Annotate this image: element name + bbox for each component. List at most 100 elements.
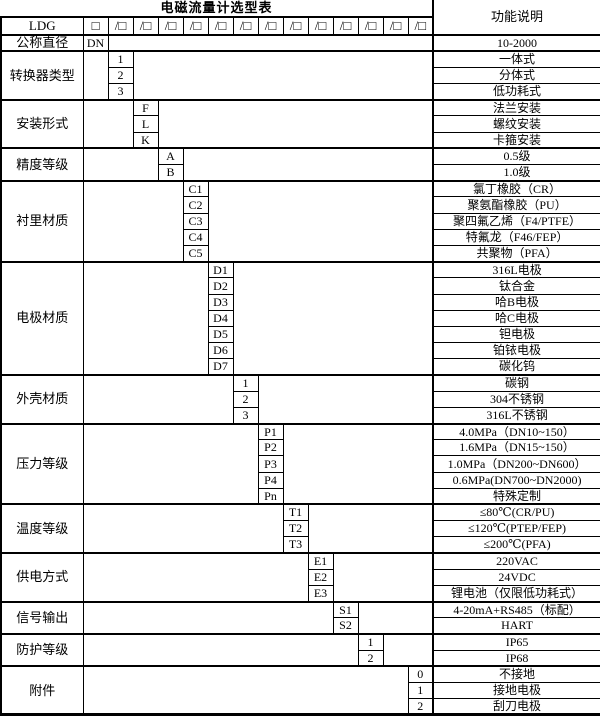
empty-cell xyxy=(82,98,134,149)
table-row: C4 特氟龙（F46/FEP） xyxy=(1,228,600,246)
table-row: 安装形式 F 法兰安装 xyxy=(0,98,600,149)
table-row: 衬里材质 C1 氯丁橡胶（CR） xyxy=(0,179,600,263)
table-row: 电极材质 D1 316L电极 xyxy=(0,260,600,376)
model-slot-cell: /□ xyxy=(357,16,384,36)
code-cell: 1 xyxy=(407,681,434,700)
table-row: 附件 0 不接地 xyxy=(0,665,600,716)
table-row: 外壳材质 1 碳钢 xyxy=(0,373,600,424)
desc-cell: 钽电极 xyxy=(432,325,600,344)
desc-header: 功能说明 xyxy=(432,0,600,36)
code-cell: A xyxy=(157,147,184,166)
code-cell: 1 xyxy=(357,632,384,651)
code-cell: L xyxy=(132,115,159,133)
table-row: C5 共聚物（PFA） xyxy=(1,244,600,263)
model-slot-cell: /□ xyxy=(207,16,234,36)
code-cell: E2 xyxy=(307,568,334,586)
group-label-cell: 精度等级 xyxy=(0,147,84,182)
code-cell: D6 xyxy=(207,342,234,360)
desc-cell: 4.0MPa（DN10~150） xyxy=(432,422,600,441)
desc-cell: 0.6MPa(DN700~DN2000) xyxy=(432,471,600,489)
desc-cell: 卡箍安装 xyxy=(432,131,600,149)
desc-cell: 4-20mA+RS485（标配） xyxy=(432,600,600,619)
code-cell: 2 xyxy=(107,66,134,85)
desc-cell: 碳化钨 xyxy=(432,358,600,376)
desc-cell: 10-2000 xyxy=(432,33,600,52)
model-slot-cell: /□ xyxy=(257,16,284,36)
title-row: 电磁流量计选型表 功能说明 xyxy=(1,0,600,36)
empty-cell xyxy=(257,373,434,424)
code-cell: DN xyxy=(82,33,109,52)
desc-cell: 0.5级 xyxy=(432,147,600,166)
empty-cell xyxy=(82,147,159,182)
model-slot-cell: /□ xyxy=(132,16,159,36)
code-cell: 0 xyxy=(407,665,434,684)
group-label-cell: 公称直径 xyxy=(0,33,84,52)
desc-cell: 1.0级 xyxy=(432,163,600,182)
model-box-cell: □ xyxy=(82,16,109,36)
desc-cell: IP68 xyxy=(432,649,600,667)
group-label-cell: 安装形式 xyxy=(0,98,84,149)
empty-cell xyxy=(282,422,434,505)
desc-cell: ≤80℃(CR/PU) xyxy=(432,503,600,522)
table-row: 温度等级 T1 ≤80℃(CR/PU) xyxy=(0,503,600,554)
desc-cell: 1.6MPa（DN15~150） xyxy=(432,439,600,457)
empty-cell xyxy=(157,98,434,149)
group-label-cell: 防护等级 xyxy=(0,632,84,667)
code-cell: 1 xyxy=(232,373,259,392)
code-cell: 2 xyxy=(357,649,384,667)
code-cell: S2 xyxy=(332,617,359,635)
code-cell: 3 xyxy=(107,83,134,101)
desc-cell: 316L不锈钢 xyxy=(432,406,600,425)
code-cell: P2 xyxy=(257,439,284,457)
table-row: K 卡箍安装 xyxy=(1,131,600,149)
code-cell: D3 xyxy=(207,293,234,311)
code-cell: F xyxy=(132,98,159,117)
desc-cell: 氯丁橡胶（CR） xyxy=(432,179,600,198)
desc-cell: 特殊定制 xyxy=(432,487,600,505)
code-cell: P1 xyxy=(257,422,284,441)
code-cell: C3 xyxy=(182,212,209,230)
model-slot-cell: /□ xyxy=(332,16,359,36)
code-cell: D5 xyxy=(207,325,234,344)
model-slot-cell: /□ xyxy=(157,16,184,36)
desc-cell: 一体式 xyxy=(432,50,600,68)
model-slot-cell: /□ xyxy=(407,16,434,36)
desc-cell: HART xyxy=(432,617,600,635)
empty-cell xyxy=(382,632,434,667)
desc-cell: 不接地 xyxy=(432,665,600,684)
empty-cell xyxy=(107,33,434,52)
code-cell: C1 xyxy=(182,179,209,198)
empty-cell xyxy=(82,179,184,263)
desc-cell: 法兰安装 xyxy=(432,98,600,117)
table-row: T3 ≤200℃(PFA) xyxy=(1,536,600,554)
code-cell: C4 xyxy=(182,228,209,246)
table-row: 压力等级 P1 4.0MPa（DN10~150） xyxy=(0,422,600,505)
code-cell: 2 xyxy=(232,390,259,408)
desc-cell: 哈C电极 xyxy=(432,309,600,327)
group-label-cell: 温度等级 xyxy=(0,503,84,554)
table-row: D6 铂铱电极 xyxy=(1,342,600,360)
group-label-cell: 信号输出 xyxy=(0,600,84,635)
table-row: 公称直径 DN 10-2000 xyxy=(0,33,600,52)
desc-cell: 锂电池（仅限低功耗式） xyxy=(432,584,600,603)
desc-cell: 低功耗式 xyxy=(432,83,600,101)
table-row: 转换器类型 1 一体式 xyxy=(0,50,600,101)
empty-cell xyxy=(82,50,109,101)
desc-cell: 分体式 xyxy=(432,66,600,85)
desc-cell: 特氟龙（F46/FEP） xyxy=(432,228,600,246)
group-label-cell: 供电方式 xyxy=(0,552,84,603)
desc-cell: 碳钢 xyxy=(432,373,600,392)
group-label-cell: 外壳材质 xyxy=(0,373,84,424)
table-row: C2 聚氨酯橡胶（PU） xyxy=(1,196,600,214)
table-row: C3 聚四氟乙烯（F4/PTFE） xyxy=(1,212,600,230)
table-row: E3 锂电池（仅限低功耗式） xyxy=(1,584,600,603)
table-row: 2 304不锈钢 xyxy=(1,390,600,408)
code-cell: K xyxy=(132,131,159,149)
code-cell: D4 xyxy=(207,309,234,327)
empty-cell xyxy=(82,600,334,635)
code-cell: D2 xyxy=(207,277,234,295)
code-cell: P3 xyxy=(257,455,284,473)
empty-cell xyxy=(182,147,434,182)
table-row: 防护等级 1 IP65 xyxy=(0,632,600,667)
